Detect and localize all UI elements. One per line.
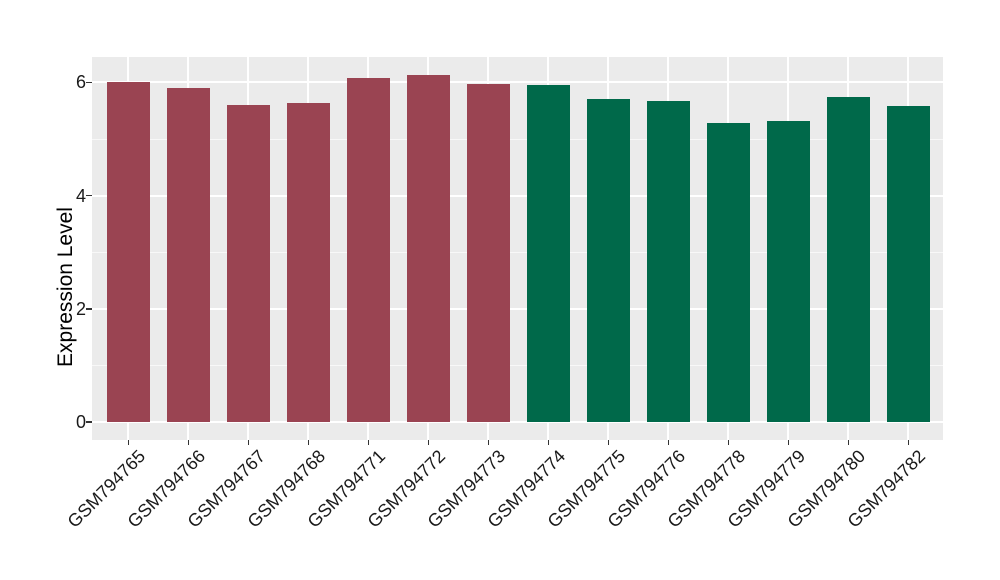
- bar-GSM794782: [887, 105, 930, 422]
- bar-GSM794778: [707, 123, 750, 422]
- x-tick-mark: [427, 440, 430, 445]
- gridline-horizontal-major: [92, 194, 943, 197]
- bar-GSM794766: [167, 88, 210, 422]
- y-tick-label-4: 4: [75, 185, 86, 206]
- x-tick-mark: [487, 440, 490, 445]
- bar-GSM794780: [827, 96, 870, 422]
- bar-GSM794774: [527, 85, 570, 422]
- bar-GSM794765: [107, 81, 150, 422]
- y-tick-label-6: 6: [75, 72, 86, 93]
- x-tick-mark: [667, 440, 670, 445]
- bar-GSM794768: [287, 103, 330, 422]
- gridline-horizontal-minor: [92, 364, 943, 366]
- x-tick-mark: [127, 440, 130, 445]
- gridline-horizontal-major: [92, 307, 943, 310]
- y-tick-mark: [86, 308, 92, 310]
- bar-GSM794776: [647, 101, 690, 422]
- x-tick-mark: [247, 440, 250, 445]
- y-tick-label-2: 2: [75, 298, 86, 319]
- x-tick-mark: [607, 440, 610, 445]
- bar-GSM794773: [467, 83, 510, 422]
- y-tick-mark: [86, 194, 92, 197]
- x-tick-mark: [187, 440, 190, 445]
- x-tick-mark: [727, 440, 730, 445]
- gridline-horizontal-major: [92, 81, 943, 84]
- gridline-horizontal-minor: [92, 138, 943, 140]
- y-tick-mark: [86, 421, 92, 423]
- bar-GSM794775: [587, 99, 630, 422]
- x-tick-mark: [307, 440, 310, 445]
- bar-GSM794779: [767, 120, 810, 422]
- gridline-horizontal-minor: [92, 251, 943, 253]
- gridline-horizontal-major: [92, 420, 943, 423]
- x-tick-mark: [847, 440, 850, 445]
- x-tick-mark: [547, 440, 550, 445]
- x-tick-mark: [907, 440, 910, 445]
- x-tick-mark: [367, 440, 370, 445]
- y-axis-title: Expression Level: [54, 207, 77, 367]
- x-tick-mark: [787, 440, 790, 445]
- bar-GSM794771: [347, 77, 390, 422]
- plot-panel: [92, 57, 943, 440]
- bar-GSM794767: [227, 105, 270, 422]
- y-tick-label-0: 0: [75, 411, 86, 432]
- bar-GSM794772: [407, 74, 450, 422]
- y-tick-mark: [86, 81, 92, 84]
